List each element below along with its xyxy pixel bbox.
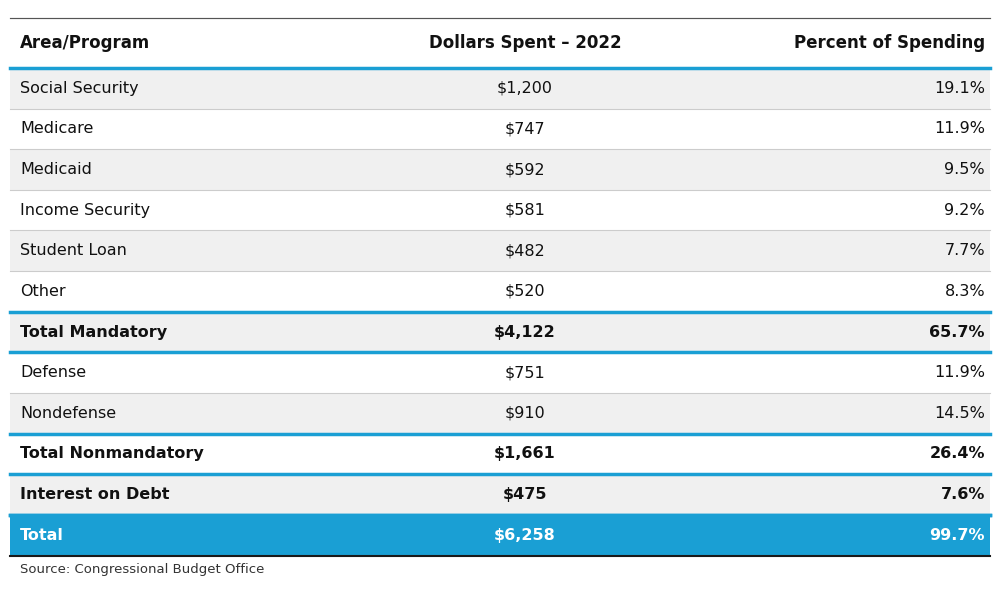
Text: Medicaid: Medicaid	[20, 162, 92, 177]
Text: $1,200: $1,200	[497, 81, 553, 96]
Text: Student Loan: Student Loan	[20, 243, 127, 258]
Text: 65.7%: 65.7%	[930, 324, 985, 340]
FancyBboxPatch shape	[10, 109, 990, 149]
FancyBboxPatch shape	[10, 515, 990, 556]
Text: Income Security: Income Security	[20, 203, 150, 217]
FancyBboxPatch shape	[10, 271, 990, 312]
Text: $910: $910	[505, 406, 545, 421]
FancyBboxPatch shape	[10, 312, 990, 352]
Text: $482: $482	[505, 243, 545, 258]
FancyBboxPatch shape	[10, 68, 990, 109]
Text: $751: $751	[505, 365, 545, 380]
FancyBboxPatch shape	[10, 474, 990, 515]
FancyBboxPatch shape	[10, 18, 990, 68]
Text: 14.5%: 14.5%	[934, 406, 985, 421]
Text: Interest on Debt: Interest on Debt	[20, 487, 170, 502]
Text: 7.7%: 7.7%	[944, 243, 985, 258]
FancyBboxPatch shape	[10, 230, 990, 271]
FancyBboxPatch shape	[10, 352, 990, 393]
Text: Source: Congressional Budget Office: Source: Congressional Budget Office	[20, 563, 264, 576]
FancyBboxPatch shape	[10, 393, 990, 434]
Text: $1,661: $1,661	[494, 446, 556, 462]
Text: $520: $520	[505, 284, 545, 299]
Text: $4,122: $4,122	[494, 324, 556, 340]
Text: Social Security: Social Security	[20, 81, 139, 96]
FancyBboxPatch shape	[10, 150, 990, 190]
Text: Total: Total	[20, 528, 64, 543]
Text: 11.9%: 11.9%	[934, 121, 985, 137]
Text: Area/Program: Area/Program	[20, 34, 150, 52]
Text: 19.1%: 19.1%	[934, 81, 985, 96]
Text: 9.2%: 9.2%	[944, 203, 985, 217]
FancyBboxPatch shape	[10, 434, 990, 474]
Text: $6,258: $6,258	[494, 528, 556, 543]
Text: $475: $475	[503, 487, 547, 502]
Text: Medicare: Medicare	[20, 121, 93, 137]
Text: $747: $747	[505, 121, 545, 137]
Text: Defense: Defense	[20, 365, 86, 380]
Text: Nondefense: Nondefense	[20, 406, 116, 421]
Text: Dollars Spent – 2022: Dollars Spent – 2022	[429, 34, 621, 52]
Text: 99.7%: 99.7%	[930, 528, 985, 543]
Text: Percent of Spending: Percent of Spending	[794, 34, 985, 52]
Text: $592: $592	[505, 162, 545, 177]
Text: $581: $581	[505, 203, 545, 217]
Text: 11.9%: 11.9%	[934, 365, 985, 380]
Text: 7.6%: 7.6%	[941, 487, 985, 502]
Text: 26.4%: 26.4%	[930, 446, 985, 462]
FancyBboxPatch shape	[10, 190, 990, 230]
Text: Other: Other	[20, 284, 66, 299]
Text: 8.3%: 8.3%	[944, 284, 985, 299]
Text: Total Mandatory: Total Mandatory	[20, 324, 167, 340]
Text: Total Nonmandatory: Total Nonmandatory	[20, 446, 204, 462]
Text: 9.5%: 9.5%	[944, 162, 985, 177]
